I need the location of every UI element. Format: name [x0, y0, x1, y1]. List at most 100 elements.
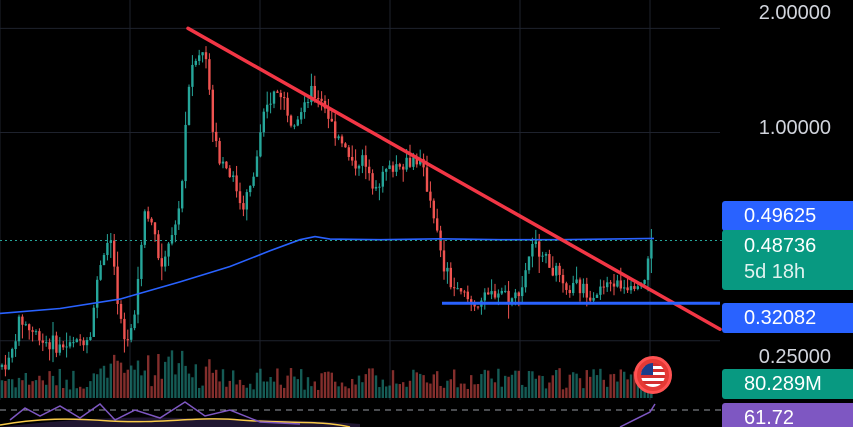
volume-bar	[102, 365, 106, 398]
volume-bar	[286, 375, 289, 398]
grid	[0, 0, 720, 400]
candle-body	[133, 314, 136, 329]
rsi-line-recent	[619, 403, 656, 427]
candle-body	[629, 286, 633, 291]
candle-body	[609, 282, 612, 284]
candle-body	[106, 242, 109, 256]
candle-body	[636, 286, 639, 289]
resistance-price-tag: 0.49625	[722, 201, 853, 231]
volume-bar	[415, 372, 418, 398]
candle-body	[92, 307, 95, 337]
candle-body	[228, 168, 231, 177]
volume-bar	[130, 365, 133, 398]
us-flag-icon[interactable]	[634, 356, 672, 394]
volume-bar	[364, 374, 367, 398]
candle-body	[221, 161, 225, 164]
volume-bar	[126, 369, 129, 398]
volume-bar	[456, 387, 459, 398]
volume-bar	[221, 369, 225, 398]
candle-body	[334, 121, 337, 139]
candle-body	[272, 91, 276, 104]
volume-bar	[92, 373, 95, 398]
volume-bar	[276, 368, 279, 398]
volume-bar	[323, 372, 327, 398]
candle-body	[218, 141, 221, 164]
volume-bar	[463, 383, 466, 398]
candle-body	[568, 289, 571, 294]
rsi-pane	[0, 401, 722, 427]
candle-body	[34, 331, 38, 333]
volume-bar	[177, 363, 180, 398]
volume-bar	[211, 372, 214, 398]
candle-body	[616, 280, 619, 287]
volume-bar	[534, 378, 537, 398]
candle-body	[58, 344, 61, 353]
volume-bar	[106, 377, 109, 398]
volume-bar	[395, 383, 398, 398]
candle-body	[99, 265, 102, 280]
candle-body	[238, 191, 242, 204]
volume-bar	[82, 388, 85, 398]
candle-body	[75, 339, 78, 343]
candle-body	[592, 297, 595, 301]
candle-body	[136, 278, 140, 315]
candle-body	[612, 283, 616, 287]
candle-body	[558, 265, 561, 275]
volume-bar	[21, 380, 24, 398]
candle-body	[201, 52, 204, 56]
candle-body	[385, 169, 388, 172]
volume-bar	[266, 381, 269, 398]
candle-body	[266, 104, 269, 112]
candle-body	[109, 240, 112, 243]
candle-body	[544, 254, 548, 256]
candle-body	[606, 282, 609, 288]
volume-bar	[490, 378, 493, 398]
volume-bars	[0, 350, 653, 398]
volume-bar	[616, 381, 619, 398]
candle-body	[45, 342, 48, 344]
volume-bar	[606, 386, 609, 398]
volume-bar	[575, 373, 578, 398]
volume-bar	[555, 370, 558, 398]
volume-bar	[504, 375, 507, 398]
candle-body	[28, 324, 31, 331]
volume-bar	[371, 368, 374, 398]
volume-bar	[514, 370, 517, 398]
candle-body	[589, 297, 592, 301]
volume-bar	[184, 365, 187, 398]
volume-bar	[626, 379, 629, 398]
moving-average-line	[0, 235, 655, 315]
candle-body	[436, 218, 439, 231]
candle-body	[470, 299, 473, 304]
candle-body	[357, 165, 361, 169]
candle-body	[289, 115, 293, 126]
candle-body	[208, 59, 211, 90]
candle-body	[269, 103, 272, 105]
candle-body	[116, 266, 119, 304]
volume-bar	[473, 384, 476, 398]
candle-body	[184, 124, 187, 182]
volume-bar	[419, 373, 422, 398]
volume-bar	[7, 379, 10, 398]
rsi-band-line	[0, 418, 351, 427]
candle-body	[551, 267, 554, 276]
volume-bar	[72, 370, 75, 398]
candle-body	[487, 292, 490, 295]
volume-bar	[133, 369, 136, 398]
candle-body	[405, 157, 408, 170]
volume-bar	[313, 381, 316, 398]
candle-body	[303, 102, 306, 113]
volume-bar	[500, 386, 503, 398]
volume-bar	[629, 374, 633, 398]
volume-bar	[497, 368, 500, 398]
candle-body	[500, 290, 503, 294]
bar-countdown: 5d 18h	[744, 261, 806, 283]
candle-body	[490, 291, 493, 295]
volume-bar	[140, 375, 143, 398]
candle-body	[391, 165, 395, 172]
volume-bar	[351, 378, 354, 398]
volume-bar	[85, 386, 89, 398]
candle-body	[565, 283, 568, 290]
